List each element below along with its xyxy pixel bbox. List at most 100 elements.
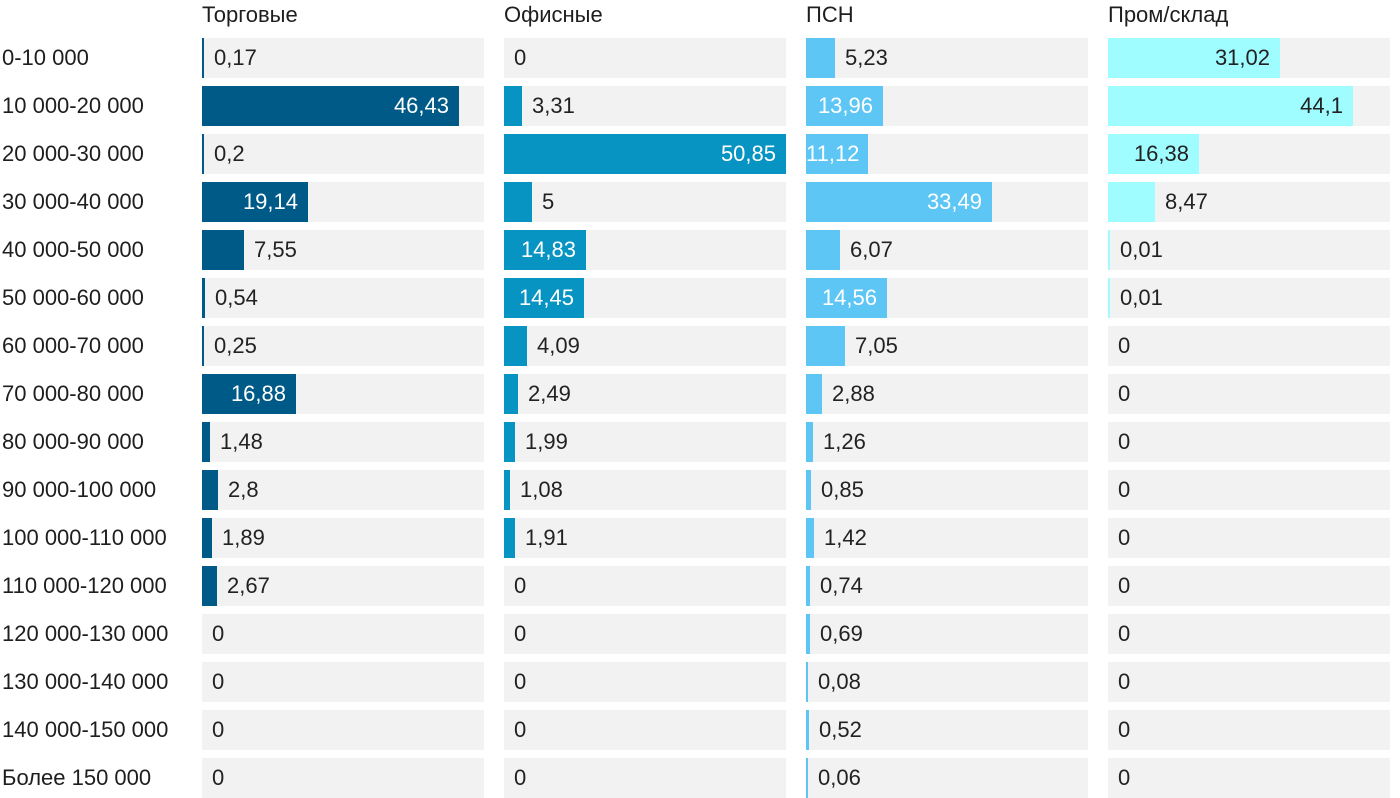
- bar: [504, 134, 786, 174]
- data-label: 0: [1118, 669, 1131, 694]
- data-label: 0: [212, 621, 225, 646]
- data-label: 2,8: [228, 477, 259, 502]
- data-label: 0: [212, 669, 225, 694]
- column-header: Торговые: [202, 2, 298, 27]
- data-label: 0,85: [821, 477, 864, 502]
- bar-track: 31,02: [1108, 38, 1390, 78]
- data-label: 0,01: [1120, 285, 1163, 310]
- bar-track: 44,1: [1108, 86, 1390, 126]
- bar: [806, 38, 835, 78]
- bar-track: 0: [1108, 710, 1390, 750]
- bar: [1108, 86, 1353, 126]
- data-label: 33,49: [926, 189, 982, 214]
- bar: [806, 566, 810, 606]
- bar-track: 0: [1108, 422, 1390, 462]
- bar: [806, 374, 822, 414]
- bar-track: 33,49: [806, 182, 1088, 222]
- bar: [504, 374, 518, 414]
- bar: [504, 278, 584, 318]
- bar: [202, 470, 218, 510]
- bar: [806, 278, 887, 318]
- bar-track: 14,83: [504, 230, 786, 270]
- bar: [202, 38, 204, 78]
- data-label: 16,38: [1133, 141, 1189, 166]
- data-label: 0: [212, 717, 225, 742]
- data-label: 5,23: [845, 45, 888, 70]
- bar-track: 0,01: [1108, 230, 1390, 270]
- data-label: 0,69: [820, 621, 863, 646]
- data-label: 0: [514, 621, 527, 646]
- bar-track: 0: [1108, 566, 1390, 606]
- data-label: 5: [542, 189, 555, 214]
- bar-track: 19,14: [202, 182, 484, 222]
- bar: [504, 230, 586, 270]
- data-label: 0: [514, 45, 527, 70]
- data-label: 1,08: [520, 477, 563, 502]
- data-label: 0,25: [214, 333, 257, 358]
- bar-track: 0: [1108, 614, 1390, 654]
- data-label: 1,99: [525, 429, 568, 454]
- data-label: 50,85: [720, 141, 776, 166]
- bar-track: 4,09: [504, 326, 786, 366]
- bar-track: 0,69: [806, 614, 1088, 654]
- data-label: 0: [1118, 717, 1131, 742]
- bar-track: 0: [504, 614, 786, 654]
- bar-track: 7,55: [202, 230, 484, 270]
- bar-track: 0: [504, 38, 786, 78]
- bar-track: 0: [504, 710, 786, 750]
- bar-track: 1,48: [202, 422, 484, 462]
- data-label: 0: [514, 573, 527, 598]
- row-label: 70 000-80 000: [2, 381, 144, 406]
- data-label: 0: [1118, 381, 1131, 406]
- data-label: 8,47: [1165, 189, 1208, 214]
- data-label: 1,48: [220, 429, 263, 454]
- bar-track: 13,96: [806, 86, 1088, 126]
- bar: [202, 230, 244, 270]
- data-label: 3,31: [532, 93, 575, 118]
- bar: [504, 470, 510, 510]
- bar-track: 0: [1108, 374, 1390, 414]
- bar-track: 46,43: [202, 86, 484, 126]
- bar-track: 0: [202, 662, 484, 702]
- data-label: 14,45: [518, 285, 574, 310]
- data-label: 1,89: [222, 525, 265, 550]
- row-label: 10 000-20 000: [2, 93, 144, 118]
- row-label: 80 000-90 000: [2, 429, 144, 454]
- bar: [202, 326, 204, 366]
- bar-track: 16,88: [202, 374, 484, 414]
- bar-track: 8,47: [1108, 182, 1390, 222]
- bar-track: 0: [1108, 518, 1390, 558]
- data-label: 0,74: [820, 573, 863, 598]
- data-label: 0: [1118, 525, 1131, 550]
- bar-track: 0,25: [202, 326, 484, 366]
- data-label: 0: [1118, 573, 1131, 598]
- bar-track: 0: [1108, 470, 1390, 510]
- bar: [504, 182, 532, 222]
- data-label: 7,55: [254, 237, 297, 262]
- data-label: 0: [514, 669, 527, 694]
- row-label: 110 000-120 000: [2, 573, 167, 598]
- row-label: 0-10 000: [2, 45, 89, 70]
- data-label: 4,09: [537, 333, 580, 358]
- bar-track: 14,56: [806, 278, 1088, 318]
- data-label: 1,26: [823, 429, 866, 454]
- bar: [202, 518, 212, 558]
- bar: [202, 134, 204, 174]
- data-label: 0: [1118, 333, 1131, 358]
- data-label: 1,91: [525, 525, 568, 550]
- data-label: 0: [212, 765, 225, 790]
- bar-track: 0,2: [202, 134, 484, 174]
- row-label: 100 000-110 000: [2, 525, 167, 550]
- bar-track: 1,08: [504, 470, 786, 510]
- row-label: Более 150 000: [2, 765, 152, 790]
- bar: [1108, 38, 1280, 78]
- data-label: 0,17: [214, 45, 257, 70]
- data-label: 2,88: [832, 381, 875, 406]
- data-label: 11,12: [806, 141, 860, 166]
- bar: [806, 710, 809, 750]
- column-header: ПСН: [806, 2, 854, 27]
- bar-track: 2,67: [202, 566, 484, 606]
- data-label: 0,2: [214, 141, 245, 166]
- bar-track: 0: [202, 710, 484, 750]
